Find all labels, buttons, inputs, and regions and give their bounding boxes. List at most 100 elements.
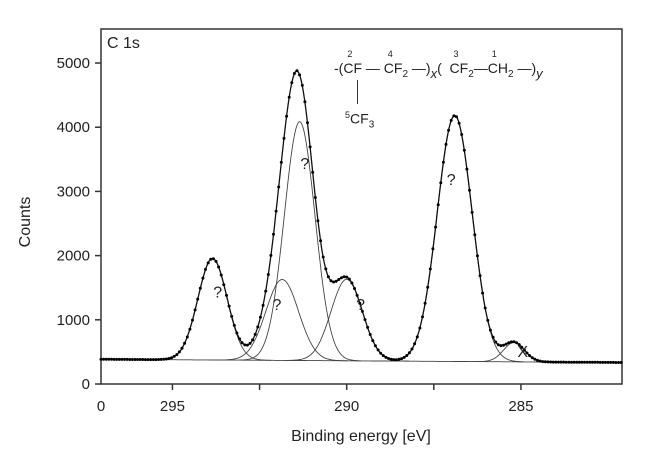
- data-point: [449, 118, 453, 122]
- data-point: [457, 121, 461, 125]
- data-point: [468, 188, 471, 192]
- formula-bracket: -(: [334, 60, 344, 76]
- data-point: [590, 360, 594, 364]
- data-point: [177, 350, 181, 354]
- fit-components: [154, 115, 556, 363]
- y-tick-label: 2000: [57, 248, 90, 265]
- fit-component-2: [217, 279, 348, 362]
- data-point: [475, 254, 479, 258]
- data-point: [334, 279, 338, 283]
- data-point: [577, 360, 581, 364]
- annotation-label: ?: [356, 297, 365, 314]
- data-point: [243, 343, 247, 347]
- data-point: [238, 337, 241, 341]
- data-point: [102, 357, 106, 361]
- data-point: [407, 351, 411, 355]
- data-point: [603, 360, 607, 364]
- data-point: [151, 358, 155, 362]
- data-point: [522, 348, 526, 352]
- data-point: [507, 341, 511, 345]
- fit-component-6: [472, 342, 556, 363]
- data-point: [554, 360, 558, 364]
- data-point: [154, 358, 158, 362]
- formula-group: CF: [383, 60, 403, 76]
- data-point: [418, 326, 422, 330]
- plot-frame: [100, 28, 623, 385]
- data-point: [462, 148, 466, 152]
- data-point: [413, 342, 417, 346]
- data-point: [191, 318, 194, 322]
- data-point: [512, 340, 516, 344]
- data-point: [324, 267, 328, 271]
- formula-bracket: (: [437, 60, 442, 76]
- x-extra-tick-label: 0: [97, 398, 105, 415]
- formula-group: CF: [350, 110, 369, 127]
- data-point: [308, 145, 312, 149]
- data-point: [546, 360, 550, 364]
- data-point: [556, 360, 560, 364]
- data-point: [306, 121, 309, 125]
- data-point: [381, 354, 385, 358]
- data-point: [415, 335, 419, 339]
- data-point: [392, 358, 396, 362]
- data-point: [436, 203, 440, 207]
- x-tick-label: 295: [160, 398, 185, 415]
- data-point: [258, 315, 262, 319]
- formula-bracket: —): [513, 60, 537, 76]
- data-point: [426, 285, 430, 289]
- data-point: [460, 133, 464, 136]
- data-point: [123, 357, 126, 361]
- data-point: [543, 360, 547, 364]
- data-point: [219, 273, 223, 277]
- data-point: [319, 239, 323, 243]
- data-point: [185, 335, 189, 339]
- data-point: [520, 345, 524, 349]
- data-point: [363, 318, 367, 322]
- data-point: [149, 358, 153, 362]
- data-point: [496, 343, 500, 347]
- data-point: [311, 170, 315, 174]
- y-tick-label: 4000: [57, 119, 90, 136]
- data-point: [227, 304, 231, 308]
- data-point: [499, 344, 503, 348]
- data-point: [611, 360, 615, 364]
- data-point: [423, 301, 427, 305]
- data-point: [478, 274, 482, 278]
- data-point: [99, 357, 103, 361]
- data-point: [300, 83, 304, 87]
- data-point: [570, 360, 573, 364]
- data-point: [279, 160, 283, 164]
- data-point: [494, 340, 498, 344]
- polymer-formula: -(2 CF — 4 CF2 —)x( 3 CF2— 1 CH2 —)y: [334, 49, 543, 81]
- data-point: [313, 196, 317, 199]
- data-point: [183, 341, 187, 345]
- x-axis-label: Binding energy [eV]: [291, 428, 431, 445]
- data-point: [567, 360, 571, 364]
- data-point: [572, 360, 576, 364]
- data-point: [107, 357, 111, 361]
- data-point: [326, 275, 330, 279]
- data-point: [528, 354, 532, 358]
- data-point: [133, 358, 137, 361]
- data-point: [170, 356, 174, 360]
- data-point: [143, 358, 147, 362]
- data-point: [614, 361, 618, 364]
- data-point: [455, 115, 458, 119]
- data-point: [379, 351, 383, 355]
- data-point: [530, 356, 534, 360]
- annotation-label: ?: [447, 172, 456, 189]
- data-point: [274, 209, 278, 213]
- data-point: [551, 360, 555, 364]
- data-point: [292, 72, 296, 75]
- data-point: [504, 342, 508, 346]
- data-point: [345, 275, 349, 279]
- data-point: [596, 360, 600, 364]
- data-point: [285, 114, 289, 118]
- formula-group: CF: [343, 60, 362, 76]
- data-point: [277, 185, 281, 189]
- data-point: [264, 289, 268, 293]
- data-point: [447, 128, 451, 132]
- data-point: [332, 280, 336, 284]
- formula-subscript: 2: [402, 68, 409, 80]
